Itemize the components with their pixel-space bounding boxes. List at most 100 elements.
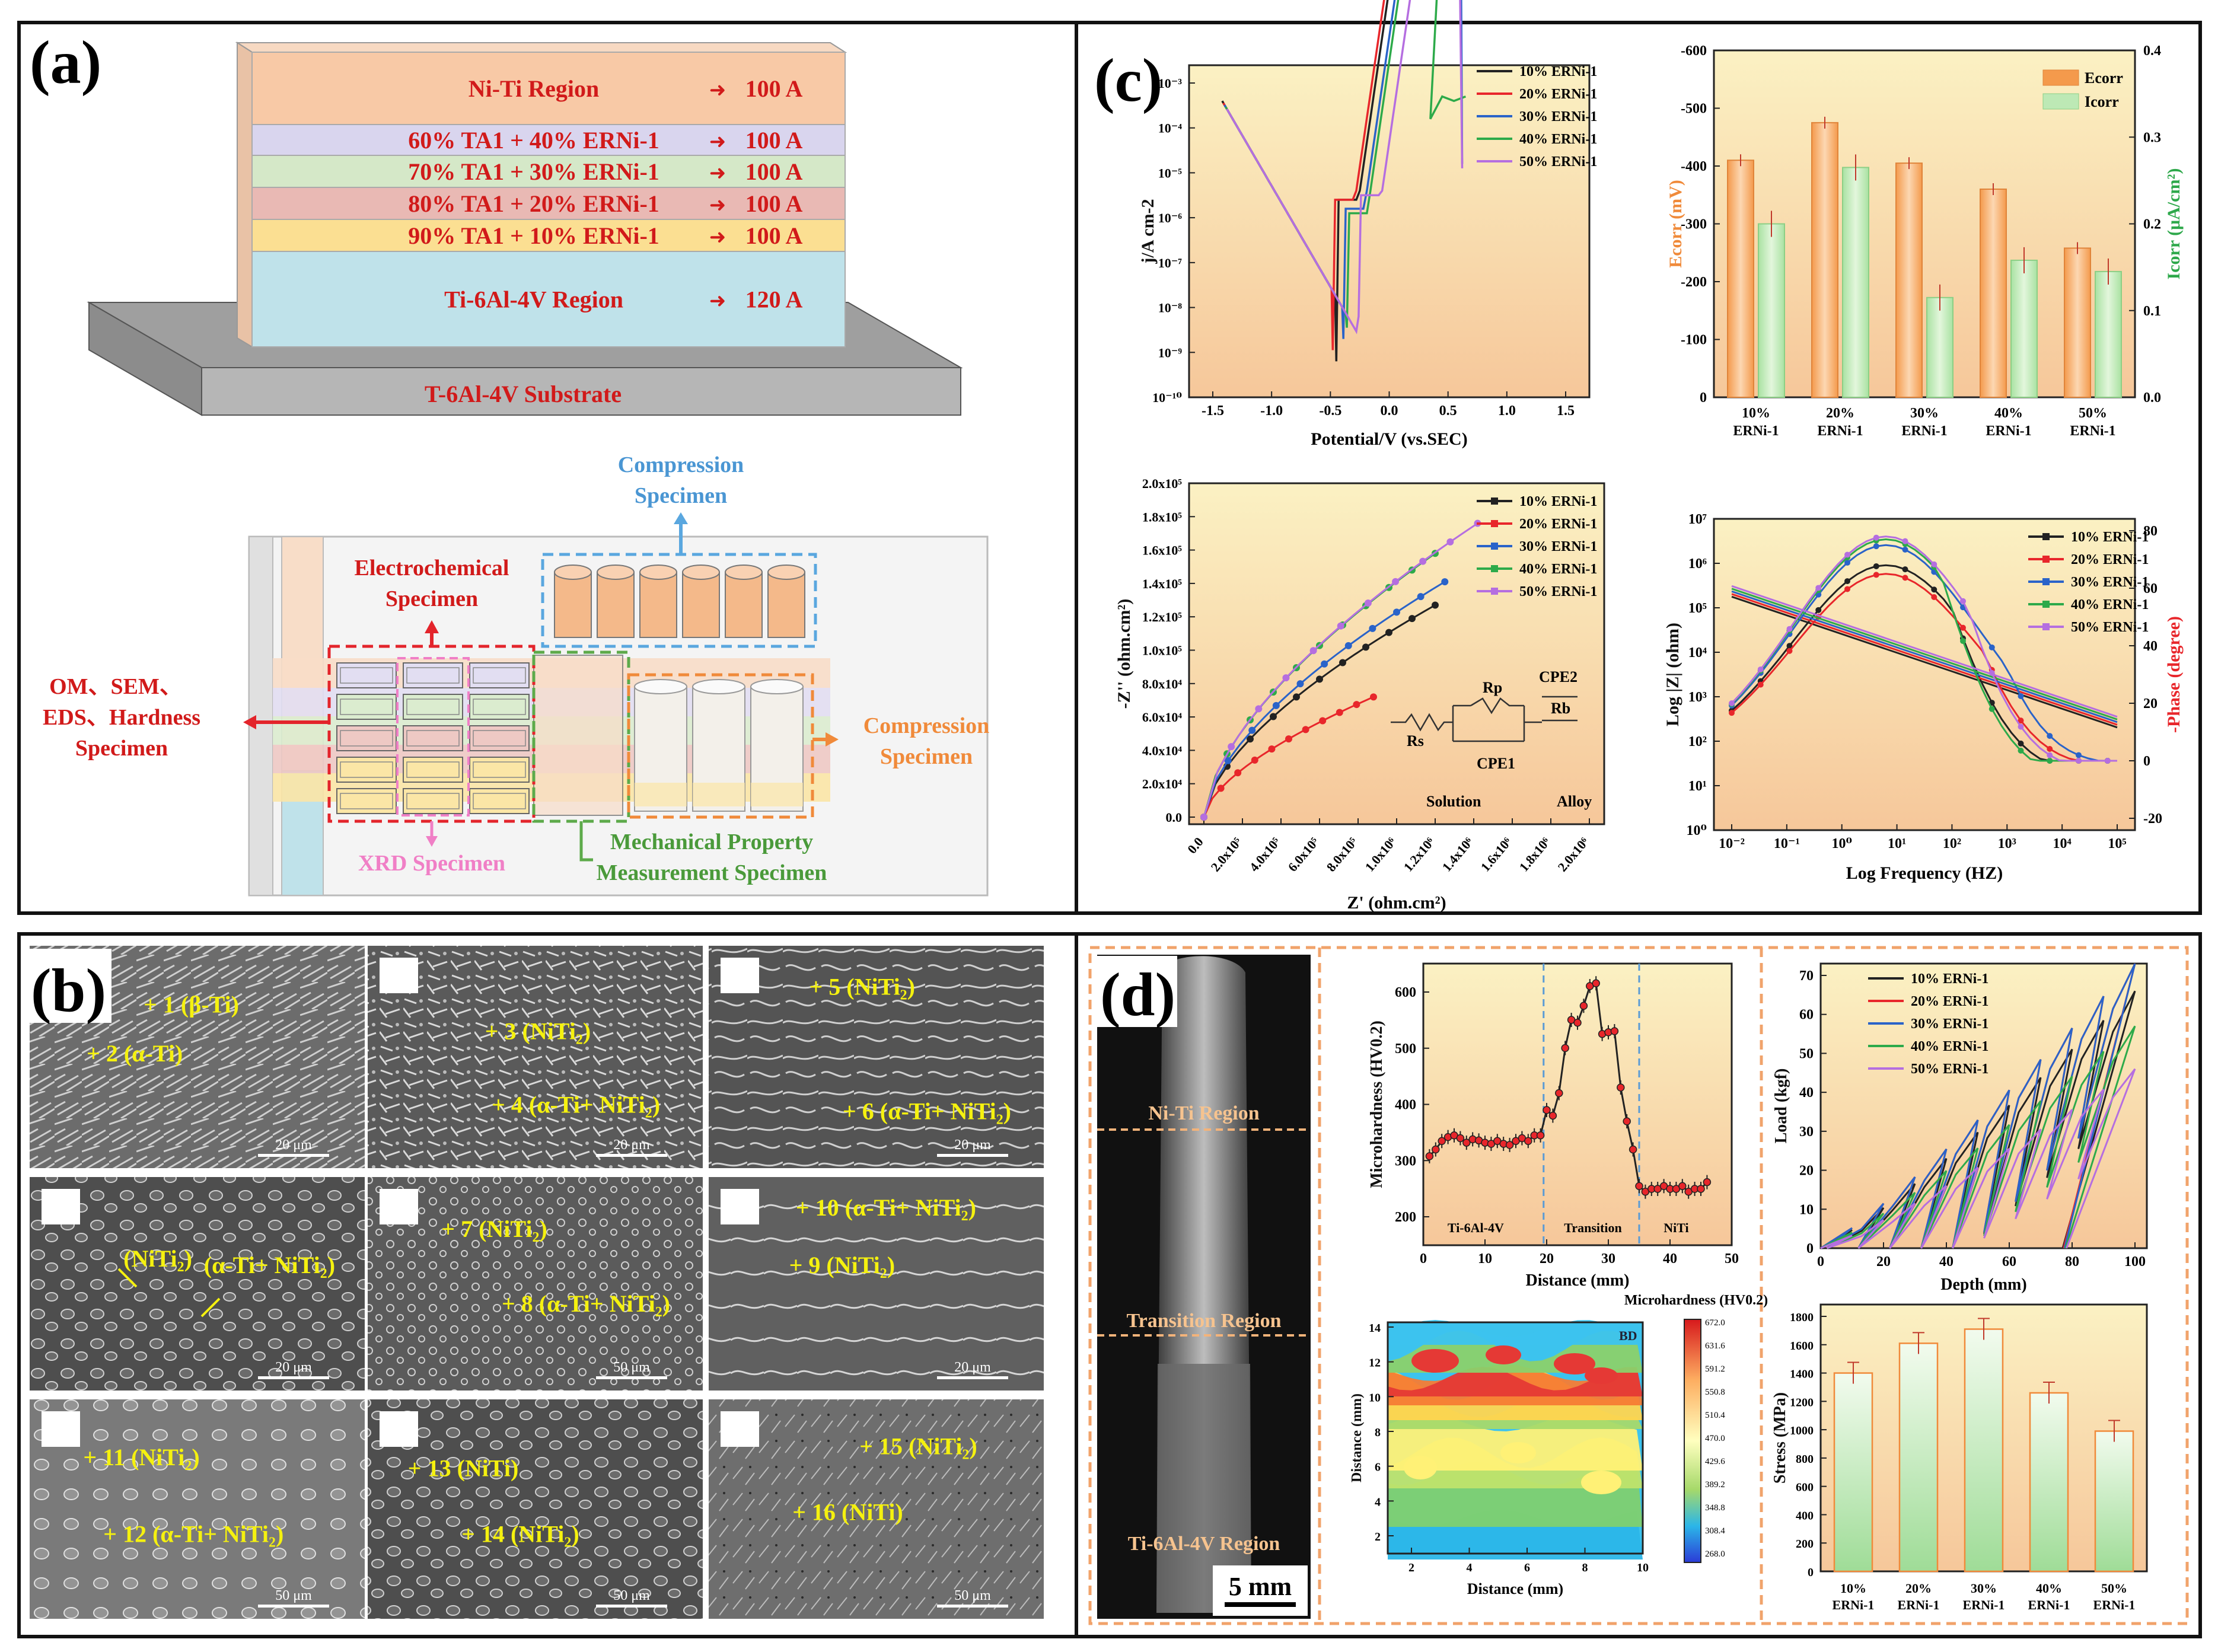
cube-face [473, 699, 526, 715]
sem-point-5-1: + 7 (NiTi₂) [441, 1216, 547, 1242]
y-tick-label: 10 [1369, 1391, 1381, 1404]
y-tick-label: 10⁻⁷ [1158, 256, 1183, 270]
om-sem-label-3: Specimen [75, 736, 168, 761]
cube-face [340, 730, 393, 747]
map-mid-3 [1581, 1471, 1621, 1494]
series-line-2 [1203, 696, 1374, 818]
load-curve-5 [1820, 1068, 2136, 1249]
bode-mag-5 [1731, 585, 2118, 718]
circuit-cpe2: CPE2 [1539, 668, 1578, 685]
y-tick-label: 10¹ [1688, 779, 1707, 794]
cylinder [767, 572, 805, 638]
y-tick-label: 6.0x10⁴ [1142, 710, 1183, 725]
circuit-diagram [1391, 696, 1578, 742]
sem-scale-bar-8 [596, 1605, 667, 1608]
y-tick-label: 70 [1799, 968, 1814, 984]
chart-bode: 10⁻² 10⁻¹ 10⁰ 10¹ 10² 10³ 10⁴ 10⁵ 10⁰ 10¹ 10² 10³ 10… [1663, 512, 2184, 883]
sem-image-9 [709, 1399, 1044, 1619]
sem-scale-bar-7 [258, 1605, 329, 1608]
legend-label-5: 50% ERNi-1 [1911, 1061, 1988, 1077]
cube [336, 694, 397, 720]
colorbar-tick-10: 308.4 [1705, 1526, 1725, 1536]
sem-scale-9: 50 μm [954, 1588, 991, 1603]
sem-scale-1: 20 μm [275, 1137, 312, 1153]
hardness-point [1573, 1019, 1582, 1027]
mechanical-label-1: Mechanical Property [610, 830, 813, 854]
map-hotspot-1 [1411, 1349, 1459, 1373]
y-tick-label: 1400 [1790, 1368, 1814, 1381]
sem-label-box-3 [721, 958, 759, 993]
nyq-point-1 [1432, 601, 1439, 609]
cube [336, 788, 397, 814]
cube [336, 725, 397, 751]
legend-label-3: 30% ERNi-1 [1519, 109, 1597, 125]
cylinder-cap [639, 565, 677, 580]
map-frame [1387, 1321, 1644, 1555]
layer-arrow-1: ➜ [709, 131, 726, 153]
stress-bar-4 [2029, 1392, 2069, 1573]
legend-label-4: 40% ERNi-1 [1911, 1039, 1988, 1054]
hardness-point [1592, 979, 1600, 987]
layer-current-1: 100 A [745, 127, 803, 154]
cube [469, 694, 530, 720]
x-tick-label: 1.5 [1557, 403, 1575, 419]
sem-scale-2: 20 μm [613, 1137, 650, 1153]
x-tick-label: 0.5 [1439, 403, 1457, 419]
stress-cat-4: 40% [2036, 1581, 2062, 1596]
y-tick-label: 20 [2143, 696, 2158, 712]
sem-point-4-1: (NiTi₂) [123, 1245, 192, 1272]
icorr-bar-3 [1926, 296, 1954, 398]
hardness-point [1536, 1131, 1545, 1140]
arrow-compression-right-head [826, 732, 839, 747]
chart-hardness: 0 10 20 30 40 50 200 300 400 500 600 Distance (mm) M… [1368, 962, 1739, 1290]
sem-point-3-2: + 6 (α-Ti+ NiTi₂) [843, 1098, 1011, 1125]
layer-arrow-3: ➜ [709, 194, 726, 216]
bode-mag-4 [1731, 588, 2118, 720]
map-mid-1 [1404, 1456, 1437, 1479]
sem-label-box-5 [380, 1189, 418, 1224]
panel-a: (a) T-6Al-4V Substrate Ni-Ti Region ➜ 100 … [17, 21, 1091, 915]
bode-mag-2 [1731, 593, 2118, 726]
layer-arrow-0: ➜ [709, 79, 726, 101]
sem-scale-7: 50 μm [275, 1588, 312, 1603]
legend-label-4: 40% ERNi-1 [1519, 562, 1597, 577]
stress-cat-3: 30% [1971, 1581, 1997, 1596]
plot-area [1188, 482, 1605, 825]
sem-label-box-8 [380, 1411, 418, 1447]
cube-face [406, 761, 460, 778]
compression-top-label-2: Specimen [635, 483, 727, 508]
x-tick-label: 6 [1524, 1561, 1530, 1574]
y-tick-label: 1800 [1790, 1311, 1814, 1324]
stress-cat-5: 50% [2101, 1581, 2127, 1596]
layer-current-2: 100 A [745, 158, 803, 185]
sem-label-box-7 [42, 1411, 80, 1447]
sem-point-9-1: + 15 (NiTi₂) [859, 1433, 977, 1460]
y-axis-label: -Phase (degree) [2164, 616, 2184, 733]
y-tick-label: 0.4 [2143, 43, 2161, 59]
y-tick-label: 8.0x10⁴ [1142, 677, 1183, 691]
block-side [237, 42, 253, 348]
y-tick-label: 800 [1796, 1453, 1814, 1466]
chart-load-depth: 0 20 40 60 80 100 0 10 20 30 40 50 60 70 Depth (mm) Loa… [1772, 962, 2148, 1294]
stress-cat-2: 20% [1905, 1581, 1932, 1596]
legend-label-1: 10% ERNi-1 [2071, 530, 2149, 545]
cylinder-tall-cap [692, 679, 745, 694]
x-tick-label: 0 [1420, 1251, 1427, 1267]
hardness-point [1425, 1152, 1434, 1160]
region-transition: Transition Region [1126, 1310, 1281, 1332]
y-tick-label: 10⁻⁶ [1158, 211, 1183, 225]
y-tick-label: 6 [1375, 1461, 1381, 1474]
hardness-point [1462, 1138, 1471, 1147]
panel-d-dashed-border [1088, 946, 2189, 1625]
cylinder-tall-band [751, 783, 803, 806]
y-axis-label: Ecorr (mV) [1666, 180, 1685, 268]
x-tick-label: 30 [1601, 1251, 1615, 1267]
y-axis-label: Distance (mm) [1349, 1393, 1365, 1482]
chart-ecorr-icorr: 0 -100 -200 -300 -400 -500 -600 0.0 0.1 0.2 0.3 0.4… [1666, 43, 2184, 439]
y-tick-label: 0 [1806, 1241, 1814, 1256]
panel-a-label: (a) [30, 28, 101, 97]
arrow-xrd-head [426, 836, 438, 847]
legend-marker-2 [1491, 520, 1498, 527]
y-tick-label: 2.0x10⁵ [1142, 476, 1183, 491]
sample-photo-lower [1156, 1364, 1251, 1613]
